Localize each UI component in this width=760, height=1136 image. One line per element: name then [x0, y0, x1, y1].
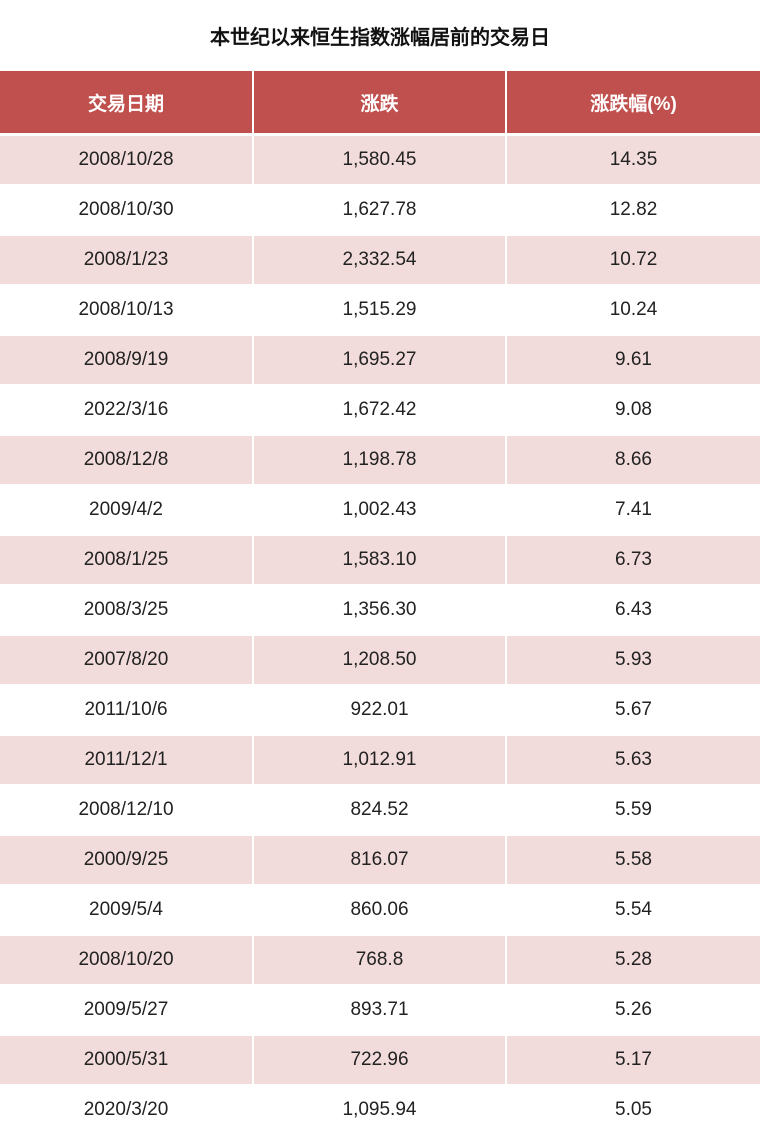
table-cell: 2022/3/16 [83, 399, 169, 420]
table-cell: 6.73 [507, 536, 760, 584]
table-cell: 9.61 [507, 336, 760, 384]
table-cell: 1,515.29 [342, 299, 417, 320]
table-cell: 2008/1/25 [0, 536, 252, 584]
table-cell: 1,672.42 [342, 399, 417, 420]
table-cell: 2008/12/10 [78, 799, 174, 820]
table-cell: 5.59 [615, 799, 652, 820]
table-cell: 7.41 [615, 499, 652, 520]
table-cell: 2008/10/20 [0, 936, 252, 984]
table-cell: 2009/5/27 [83, 999, 169, 1020]
table-cell: 824.52 [350, 799, 409, 820]
header-cell: 涨跌幅(%) [507, 71, 760, 133]
table-cell: 5.17 [507, 1036, 760, 1084]
table-cell: 6.43 [615, 599, 652, 620]
table-cell: 2008/3/25 [83, 599, 169, 620]
table-cell: 1,012.91 [254, 736, 505, 784]
table-cell: 2008/10/13 [78, 299, 174, 320]
table-cell: 2000/5/31 [0, 1036, 252, 1084]
table-cell: 2020/3/20 [83, 1099, 169, 1120]
table-cell: 2011/10/6 [84, 699, 168, 720]
table-cell: 922.01 [350, 699, 409, 720]
table-cell: 1,583.10 [254, 536, 505, 584]
table-cell: 2008/10/28 [0, 136, 252, 184]
table-cell: 2008/10/30 [78, 199, 174, 220]
table-cell: 2009/5/4 [89, 899, 163, 920]
table-cell: 2008/12/8 [0, 436, 252, 484]
table-cell: 5.63 [507, 736, 760, 784]
table-cell: 1,580.45 [254, 136, 505, 184]
table-cell: 5.58 [507, 836, 760, 884]
table-cell: 12.82 [609, 199, 658, 220]
table-cell: 1,208.50 [254, 636, 505, 684]
table-cell: 5.93 [507, 636, 760, 684]
table-cell: 1,002.43 [342, 499, 417, 520]
table-cell: 2009/4/2 [89, 499, 163, 520]
table-cell: 768.8 [254, 936, 505, 984]
table-title: 本世纪以来恒生指数涨幅居前的交易日 [210, 27, 550, 49]
table-cell: 2000/9/25 [0, 836, 252, 884]
table-cell: 5.67 [615, 699, 652, 720]
table-cell: 2,332.54 [254, 236, 505, 284]
table-cell: 2008/9/19 [0, 336, 252, 384]
table-cell: 2011/12/1 [0, 736, 252, 784]
table-cell: 8.66 [507, 436, 760, 484]
table-cell: 860.06 [350, 899, 409, 920]
table-cell: 1,198.78 [254, 436, 505, 484]
table-cell: 722.96 [254, 1036, 505, 1084]
table-cell: 1,627.78 [342, 199, 417, 220]
table-cell: 5.26 [615, 999, 652, 1020]
table-cell: 1,095.94 [342, 1099, 417, 1120]
header-cell: 涨跌 [254, 71, 505, 133]
table-cell: 10.24 [609, 299, 658, 320]
table-cell: 1,695.27 [254, 336, 505, 384]
table-cell: 5.05 [615, 1099, 652, 1120]
table-cell: 14.35 [507, 136, 760, 184]
table-cell: 893.71 [350, 999, 409, 1020]
table-cell: 2008/1/23 [0, 236, 252, 284]
header-cell: 交易日期 [0, 71, 252, 133]
table-cell: 10.72 [507, 236, 760, 284]
table-cell: 9.08 [615, 399, 652, 420]
table-cell: 5.28 [507, 936, 760, 984]
table-cell: 1,356.30 [342, 599, 417, 620]
table-cell: 5.54 [615, 899, 652, 920]
table-cell: 2007/8/20 [0, 636, 252, 684]
table-cell: 816.07 [254, 836, 505, 884]
